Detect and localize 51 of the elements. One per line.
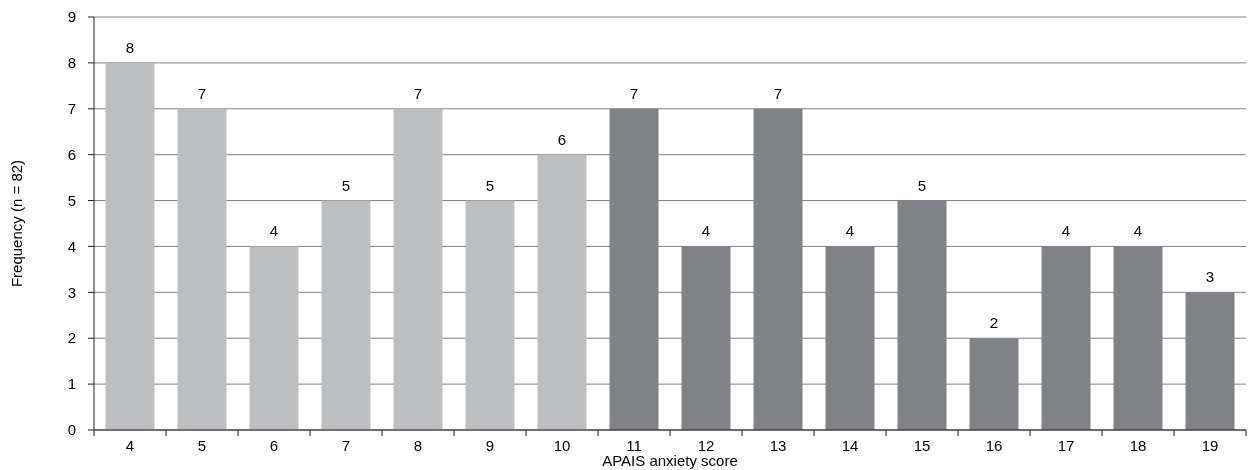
x-tick-label: 5 bbox=[197, 437, 207, 454]
y-tick-label: 3 bbox=[67, 283, 77, 301]
data-label: 4 bbox=[1133, 222, 1143, 240]
x-tick-label: 14 bbox=[841, 437, 859, 454]
x-tick-label: 9 bbox=[485, 437, 495, 454]
bar bbox=[321, 200, 371, 430]
bar bbox=[465, 200, 515, 430]
data-label: 7 bbox=[413, 84, 423, 102]
data-label: 7 bbox=[773, 84, 783, 102]
data-label: 8 bbox=[125, 38, 135, 56]
x-tick-label: 8 bbox=[413, 437, 423, 454]
y-axis-title: Frequency (n = 82) bbox=[8, 159, 25, 288]
x-tick-label: 18 bbox=[1129, 437, 1147, 454]
data-label: 5 bbox=[917, 176, 927, 194]
y-tick-label: 6 bbox=[67, 145, 77, 163]
data-label: 3 bbox=[1205, 268, 1215, 286]
data-label: 2 bbox=[989, 314, 999, 332]
x-tick-label: 10 bbox=[553, 437, 571, 454]
data-label: 4 bbox=[701, 222, 711, 240]
x-tick-label: 4 bbox=[125, 437, 135, 454]
x-axis-title: APAIS anxiety score bbox=[602, 452, 738, 469]
data-label: 4 bbox=[1061, 222, 1071, 240]
x-tick-label: 19 bbox=[1201, 437, 1219, 454]
data-label: 6 bbox=[557, 130, 567, 148]
bar bbox=[393, 108, 443, 430]
y-tick-label: 5 bbox=[67, 191, 77, 209]
y-tick-label: 7 bbox=[67, 100, 77, 118]
data-label: 7 bbox=[629, 84, 639, 102]
x-tick-label: 15 bbox=[913, 437, 931, 454]
y-tick-label: 2 bbox=[67, 329, 77, 347]
y-tick-label: 1 bbox=[67, 375, 77, 393]
x-tick-label: 12 bbox=[697, 437, 715, 454]
data-label: 7 bbox=[197, 84, 207, 102]
y-tick-label: 4 bbox=[67, 237, 77, 255]
x-tick-label: 16 bbox=[985, 437, 1003, 454]
bar bbox=[105, 62, 155, 430]
x-tick-label: 11 bbox=[626, 437, 642, 454]
x-tick-label: 17 bbox=[1057, 437, 1075, 454]
bar bbox=[249, 246, 299, 430]
data-label: 5 bbox=[485, 176, 495, 194]
data-label: 4 bbox=[845, 222, 855, 240]
x-tick-label: 7 bbox=[341, 437, 351, 454]
y-tick-label: 0 bbox=[67, 421, 77, 439]
bar bbox=[537, 154, 587, 430]
x-tick-label: 6 bbox=[269, 437, 279, 454]
x-tick-label: 13 bbox=[769, 437, 787, 454]
y-tick-label: 9 bbox=[67, 8, 77, 26]
data-label: 5 bbox=[341, 176, 351, 194]
bar bbox=[177, 108, 227, 430]
y-tick-label: 8 bbox=[67, 54, 77, 72]
data-label: 4 bbox=[269, 222, 279, 240]
